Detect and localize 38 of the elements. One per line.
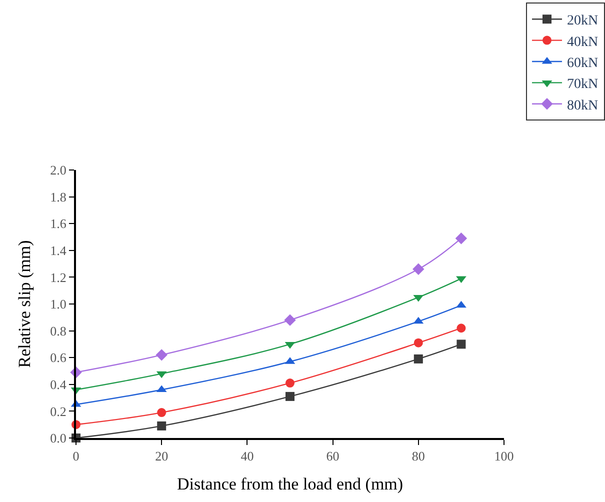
y-tick-label: 1.4 [50, 242, 67, 258]
x-tick-label: 0 [72, 448, 80, 464]
y-tick-label: 0.2 [50, 404, 66, 419]
y-tick-label: 0.6 [50, 350, 67, 366]
x-tick-label: 20 [155, 448, 168, 464]
point [455, 232, 468, 244]
point [456, 340, 466, 349]
point [156, 349, 168, 361]
x-axis-title: Distance from the load end (mm) [176, 474, 404, 494]
y-tick-label: 0.0 [50, 430, 66, 446]
point [286, 378, 294, 388]
legend-label: 80kN [567, 98, 598, 114]
y-tick-label: 1.0 [50, 296, 66, 312]
point [157, 421, 166, 430]
legend-label: 40kN [567, 34, 598, 50]
point [412, 263, 424, 276]
y-tick-label: 1.8 [50, 189, 66, 204]
x-tick-label: 100 [494, 448, 514, 464]
y-tick-label: 0.8 [50, 323, 66, 338]
y-tick-label: 0.4 [50, 376, 67, 392]
y-tick-label: 1.6 [50, 216, 67, 232]
point [414, 354, 423, 364]
x-tick-label: 80 [412, 448, 425, 464]
point [414, 338, 423, 348]
point [456, 300, 466, 308]
point [456, 324, 466, 333]
y-tick-label: 1.2 [50, 270, 66, 285]
y-tick-label: 2.0 [50, 162, 66, 178]
point [456, 276, 466, 284]
legend-label: 20kN [567, 14, 598, 29]
x-tick-label: 40 [240, 448, 254, 464]
point [284, 314, 296, 326]
legend-label: 60kN [567, 56, 598, 71]
x-tick-label: 60 [326, 448, 340, 464]
point [286, 392, 294, 401]
legend-label: 70kN [567, 77, 598, 92]
y-axis-title: Relative slip (mm) [15, 240, 34, 368]
point [157, 408, 166, 418]
